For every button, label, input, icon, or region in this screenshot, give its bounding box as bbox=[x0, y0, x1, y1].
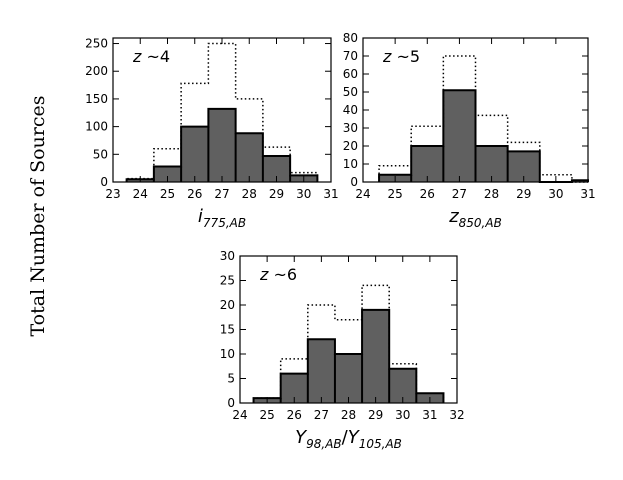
y-tick-label: 20 bbox=[343, 139, 358, 153]
x-tick-label: 24 bbox=[355, 187, 370, 201]
x-tick-label: 24 bbox=[133, 187, 148, 201]
redshift-annotation: z ~6 bbox=[259, 265, 297, 284]
x-tick-label: 29 bbox=[269, 187, 284, 201]
y-tick-label: 30 bbox=[220, 249, 235, 263]
y-tick-label: 5 bbox=[227, 372, 235, 386]
y-tick-label: 30 bbox=[343, 121, 358, 135]
x-tick-label: 25 bbox=[388, 187, 403, 201]
y-tick-label: 0 bbox=[227, 396, 235, 410]
panel-2: 24 25 26 27 28 29 30 31 0 10 20 30 40 50 60 70 80 z ~5 z85… bbox=[343, 31, 596, 230]
y-tick-label: 10 bbox=[343, 157, 358, 171]
y-tick-label: 50 bbox=[343, 85, 358, 99]
x-tick-label: 30 bbox=[296, 187, 311, 201]
filled-bar bbox=[362, 309, 390, 403]
x-tick-label: 26 bbox=[287, 408, 302, 422]
panel-1: 23 24 25 26 27 28 29 30 31 0 50 100 150 200 250 z ~4 i77… bbox=[85, 37, 339, 230]
filled-bar bbox=[334, 354, 363, 403]
x-tick-label: 26 bbox=[420, 187, 435, 201]
x-tick-label: 24 bbox=[232, 408, 247, 422]
filled-bar bbox=[181, 126, 209, 182]
y-tick-label: 15 bbox=[220, 323, 235, 337]
x-tick-label: 30 bbox=[548, 187, 563, 201]
x-tick-label: 25 bbox=[259, 408, 274, 422]
x-tick-label: 26 bbox=[187, 187, 202, 201]
filled-bar bbox=[208, 108, 236, 182]
x-tick-label: 25 bbox=[160, 187, 175, 201]
x-tick-label: 27 bbox=[214, 187, 229, 201]
filled-bar bbox=[443, 90, 476, 182]
x-axis-label: Y98,AB/Y105,AB bbox=[295, 427, 402, 451]
filled-bar bbox=[235, 133, 263, 182]
y-tick-label: 50 bbox=[93, 147, 108, 161]
y-tick-label: 60 bbox=[343, 67, 358, 81]
x-tick-label: 29 bbox=[516, 187, 531, 201]
y-tick-label: 0 bbox=[100, 175, 108, 189]
y-tick-label: 100 bbox=[85, 120, 108, 134]
y-tick-label: 80 bbox=[343, 31, 358, 45]
x-tick-label: 28 bbox=[484, 187, 499, 201]
x-tick-label: 32 bbox=[449, 408, 464, 422]
x-tick-label: 29 bbox=[368, 408, 383, 422]
redshift-annotation: z ~5 bbox=[382, 47, 420, 66]
filled-bar bbox=[307, 339, 335, 403]
y-tick-label: 70 bbox=[343, 49, 358, 63]
y-tick-label: 20 bbox=[220, 298, 235, 312]
x-tick-label: 27 bbox=[452, 187, 467, 201]
x-tick-label: 28 bbox=[242, 187, 257, 201]
x-tick-label: 31 bbox=[323, 187, 338, 201]
y-tick-label: 10 bbox=[220, 347, 235, 361]
redshift-annotation: z ~4 bbox=[132, 47, 170, 66]
panel-3: 24 25 26 27 28 29 30 31 32 0 5 10 15 20 25 30 z ~6 Y98,AB… bbox=[220, 249, 465, 451]
y-axis-label-text: Total Number of Sources bbox=[27, 95, 49, 337]
x-tick-label: 31 bbox=[580, 187, 595, 201]
filled-histogram-outline bbox=[378, 89, 589, 183]
y-tick-label: 250 bbox=[85, 37, 108, 51]
y-tick-label: 0 bbox=[350, 175, 358, 189]
x-axis-label: i775,AB bbox=[198, 206, 246, 230]
x-tick-label: 30 bbox=[395, 408, 410, 422]
y-tick-label: 200 bbox=[85, 64, 108, 78]
x-tick-label: 31 bbox=[422, 408, 437, 422]
y-tick-label: 40 bbox=[343, 103, 358, 117]
y-tick-label: 25 bbox=[220, 274, 235, 288]
x-tick-label: 27 bbox=[314, 408, 329, 422]
y-tick-label: 150 bbox=[85, 92, 108, 106]
x-tick-label: 28 bbox=[341, 408, 356, 422]
x-axis-label: z850,AB bbox=[448, 206, 502, 230]
x-tick-label: 23 bbox=[105, 187, 120, 201]
filled-bar bbox=[153, 166, 182, 182]
